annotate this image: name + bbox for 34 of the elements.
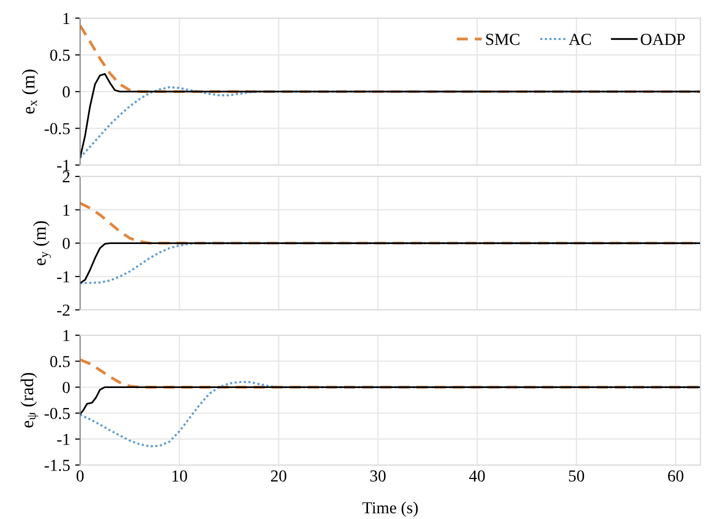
y-tick-label: 0 (62, 238, 70, 250)
y-tick-label: -0.5 (44, 123, 70, 134)
x-tick-label: 0 (76, 470, 84, 482)
y-tick-label: -0.5 (44, 408, 70, 420)
y-tick-label: 1 (64, 12, 70, 24)
y-tick-label: -1 (57, 434, 70, 445)
x-tick-label: 20 (271, 470, 286, 482)
line-series (80, 86, 700, 159)
y-axis-title: e$_{ψ}$ (rad) (20, 372, 38, 428)
y-tick-label: -1 (57, 271, 70, 282)
line-series (80, 73, 700, 159)
x-axis-title: Time (s) (362, 502, 418, 517)
legend-label: SMC (486, 34, 520, 45)
y-tick-label: 0.5 (50, 50, 70, 61)
line-series (80, 358, 700, 389)
x-tick-label: 30 (370, 470, 386, 482)
y-tick-label: -1.5 (44, 460, 70, 472)
y-tick-label: -2 (57, 304, 70, 316)
y-tick-label: 0 (62, 382, 70, 394)
y-tick-label: 0.5 (50, 356, 70, 368)
y-tick-label: 0 (62, 86, 70, 98)
legend-label: AC (568, 34, 591, 45)
x-tick-label: 10 (172, 470, 188, 482)
legend-label: OADP (640, 34, 685, 45)
x-tick-label: 40 (469, 470, 485, 482)
y-tick-label: 2 (62, 171, 70, 182)
line-series (80, 24, 700, 93)
y-axis-title: e$_{y}$ (m) (33, 221, 51, 266)
y-tick-label: 1 (64, 330, 70, 342)
y-axis-title: e$_{x}$ (m) (22, 70, 38, 114)
x-tick-label: 50 (569, 470, 584, 482)
y-tick-label: 1 (64, 204, 70, 216)
x-tick-label: 60 (668, 470, 684, 482)
y-tick-label: -1 (57, 160, 70, 171)
